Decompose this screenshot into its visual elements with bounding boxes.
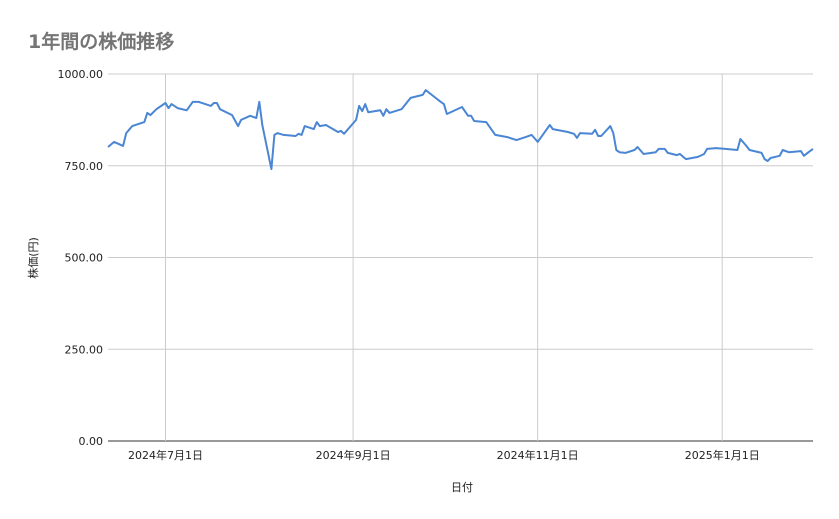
y-tick-label: 750.00 (65, 160, 104, 173)
x-tick-label: 2024年11月1日 (497, 448, 579, 462)
x-tick-labels: 2024年7月1日 2024年9月1日 2024年11月1日 2025年1月1日 (128, 448, 760, 462)
y-tick-labels: 0.00 250.00 500.00 750.00 1000.00 (58, 68, 104, 448)
price-series-line (107, 89, 814, 171)
x-axis-title: 日付 (451, 481, 473, 494)
y-axis-title: 株価(円) (26, 237, 40, 279)
y-tick-label: 500.00 (65, 252, 104, 265)
x-tick-label: 2025年1月1日 (685, 448, 760, 462)
gridlines (108, 73, 813, 442)
x-tick-label: 2024年9月1日 (316, 448, 391, 462)
y-tick-label: 250.00 (65, 343, 104, 356)
chart-title: 1年間の株価推移 (28, 31, 175, 53)
y-tick-label: 0.00 (79, 435, 104, 448)
y-tick-label: 1000.00 (58, 68, 104, 81)
x-tick-label: 2024年7月1日 (128, 448, 203, 462)
